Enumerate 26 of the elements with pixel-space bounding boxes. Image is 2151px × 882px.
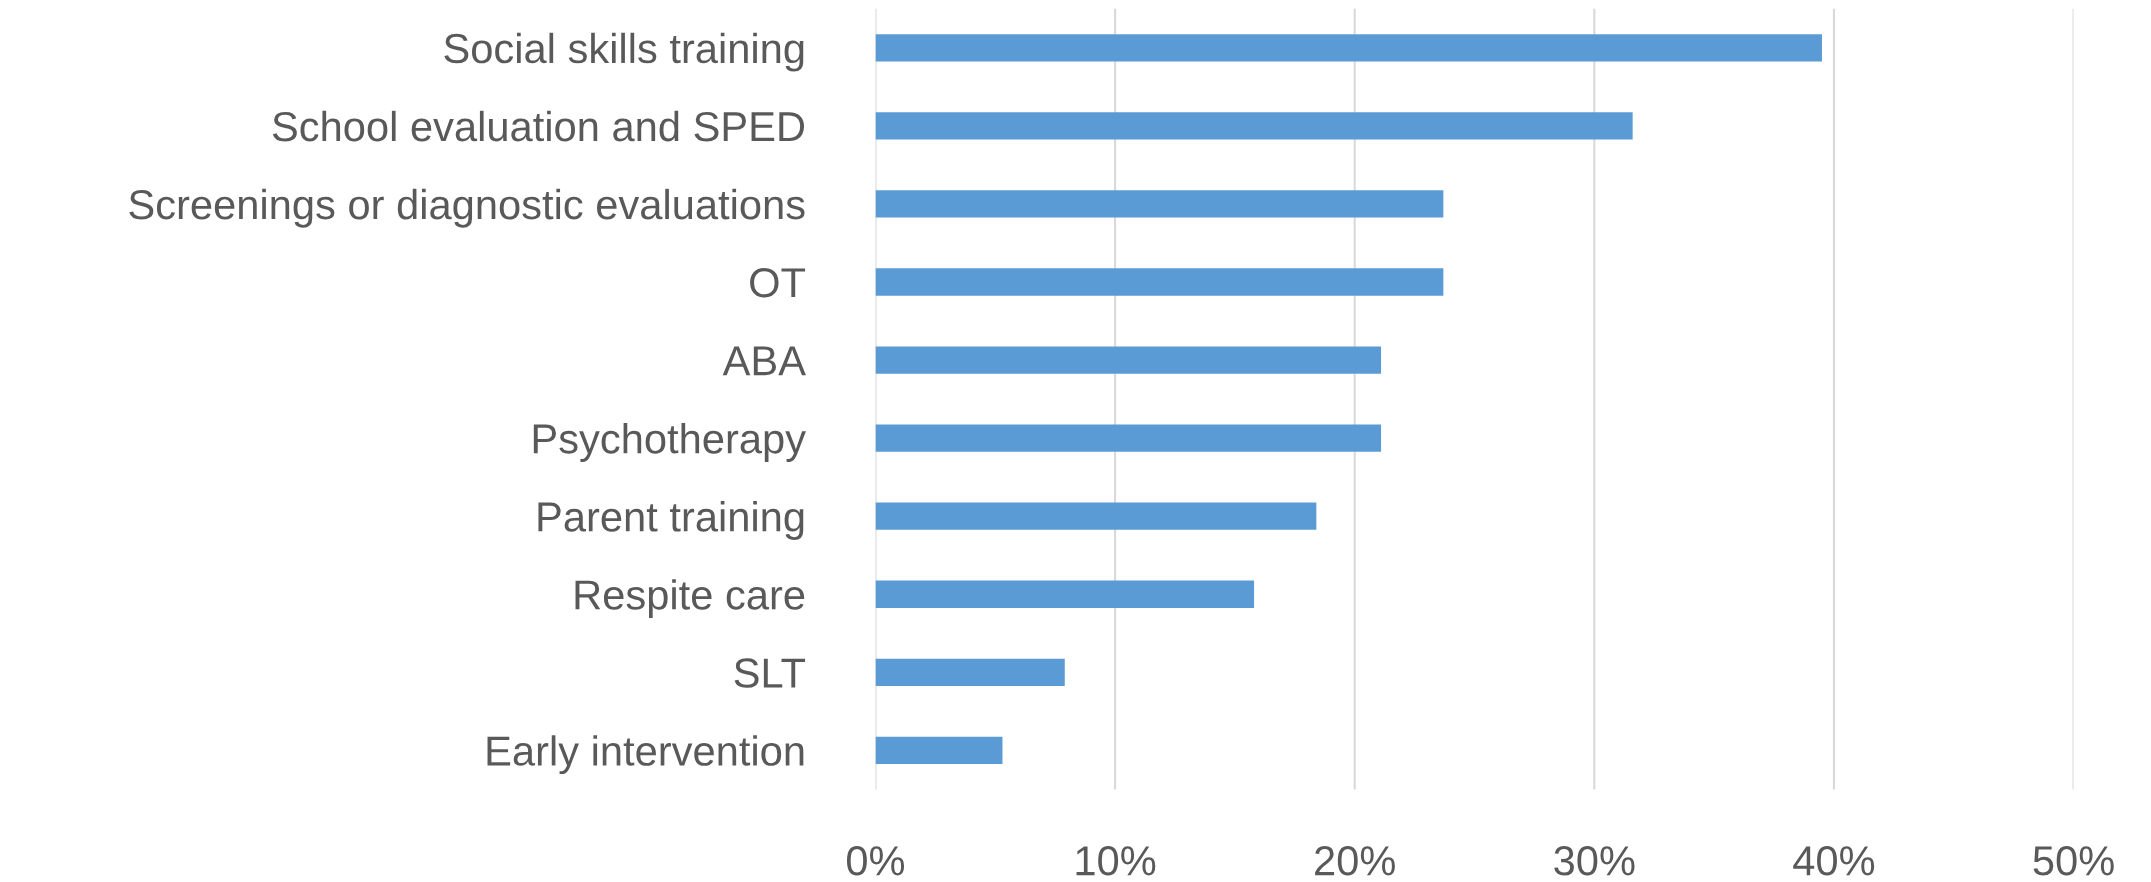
x-tick-label: 20% (1315, 846, 1395, 876)
y-tick-label: Screenings or diagnostic evaluations (129, 188, 805, 228)
y-tick-label: SLT (734, 658, 806, 688)
bar (875, 34, 1822, 62)
y-tick-label: Parent training (538, 501, 804, 540)
x-tick-label: 0% (846, 846, 905, 876)
x-tick-label: 40% (1793, 846, 1875, 876)
y-tick-label: Early intervention (487, 735, 804, 775)
x-tick-label: 50% (2033, 846, 2114, 876)
y-tick-label: Social skills training (444, 32, 804, 72)
y-tick-label: School evaluation and SPED (272, 110, 805, 142)
y-tick-label: Respite care (575, 579, 805, 618)
x-tick-label: 30% (1554, 846, 1635, 876)
x-tick-label: 10% (1076, 846, 1156, 876)
bar (875, 112, 1633, 140)
bar (875, 268, 1444, 296)
bar (875, 736, 1003, 765)
y-tick-label: OT (750, 268, 806, 298)
bar (875, 346, 1382, 374)
bar (875, 658, 1065, 686)
bar (875, 190, 1444, 218)
bar (875, 424, 1382, 452)
y-tick-label: ABA (722, 346, 806, 376)
bar (875, 502, 1317, 530)
y-tick-label: Psychotherapy (533, 423, 806, 462)
bar (875, 580, 1255, 608)
